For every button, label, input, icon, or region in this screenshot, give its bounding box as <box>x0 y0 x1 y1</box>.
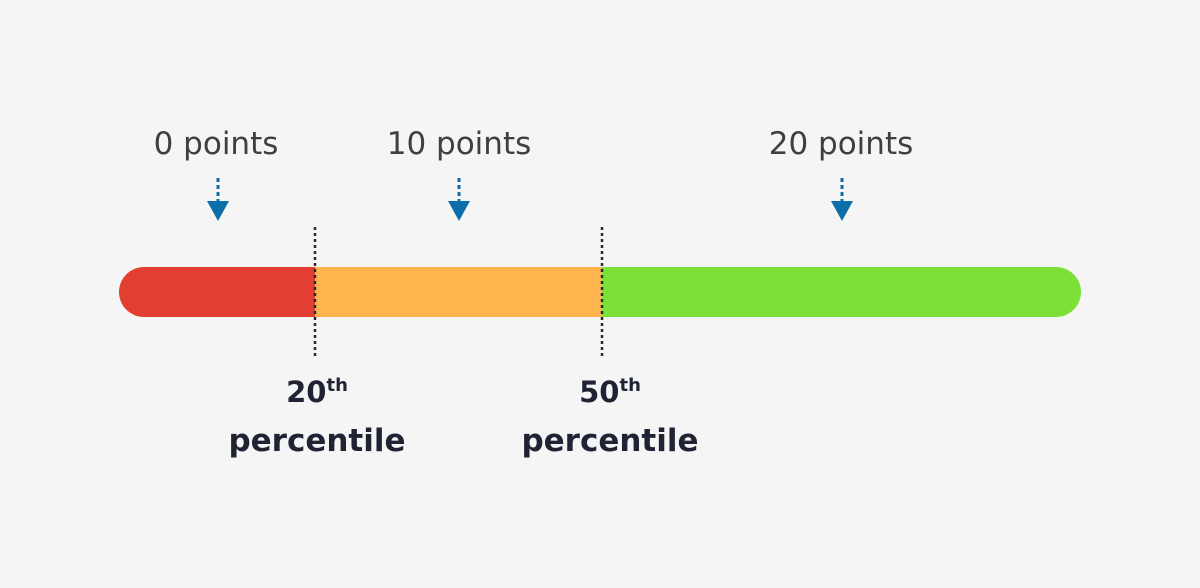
arrow-down-icon <box>448 178 470 221</box>
threshold-label-20th: 20th percentile <box>228 372 405 462</box>
segment-orange <box>315 267 602 317</box>
threshold-value: 20 <box>286 375 327 409</box>
threshold-word: percentile <box>228 423 406 459</box>
ordinal-suffix: th <box>619 375 641 396</box>
points-label-10: 10 points <box>386 126 532 162</box>
points-label-20: 20 points <box>768 126 914 162</box>
threshold-number: 50th <box>521 372 698 412</box>
threshold-label-50th: 50th percentile <box>521 372 698 462</box>
points-label-0: 0 points <box>153 126 279 162</box>
threshold-number: 20th <box>228 372 405 412</box>
threshold-value: 50 <box>579 375 620 409</box>
ordinal-suffix: th <box>326 375 348 396</box>
segment-green <box>602 267 1081 317</box>
arrow-down-icon <box>831 178 853 221</box>
arrow-down-icon <box>207 178 229 221</box>
threshold-word: percentile <box>521 423 699 459</box>
segment-red <box>119 267 315 317</box>
